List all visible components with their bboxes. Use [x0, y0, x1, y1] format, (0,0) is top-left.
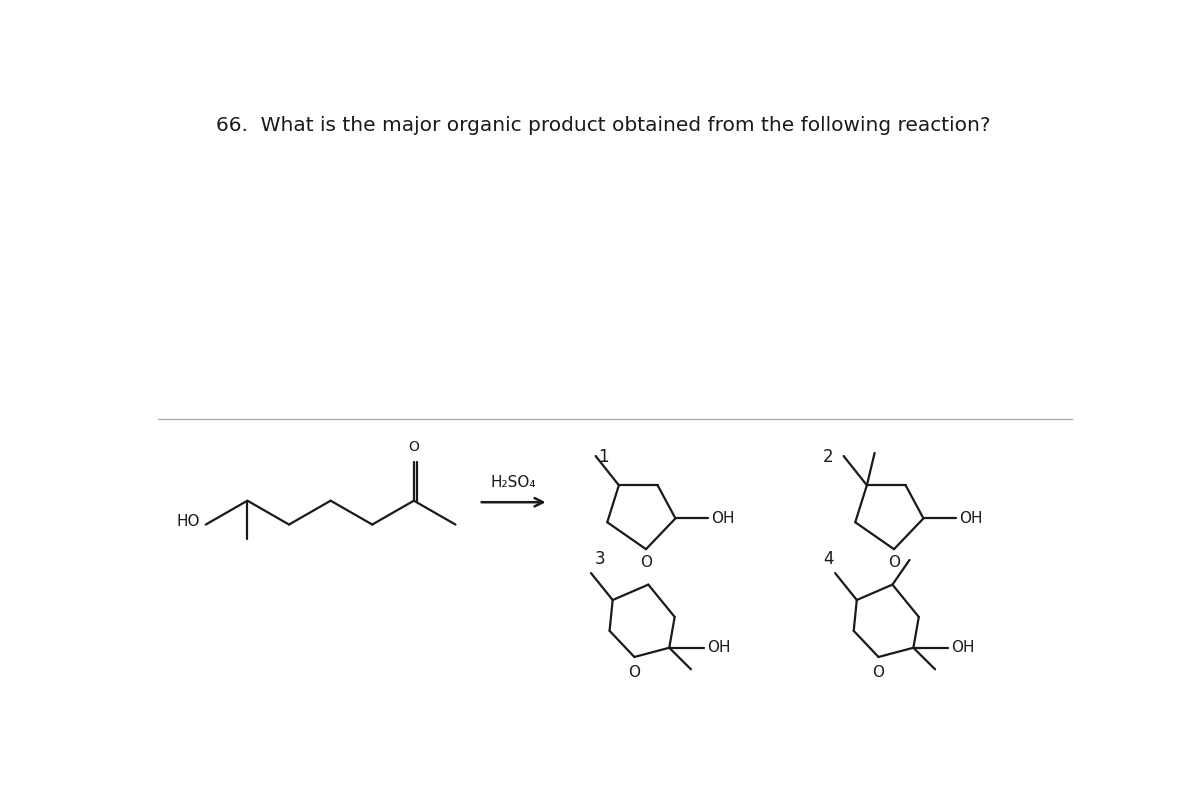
Text: O: O [888, 556, 900, 570]
Text: 3: 3 [594, 550, 605, 568]
Text: 1: 1 [598, 448, 608, 466]
Text: 2: 2 [823, 448, 834, 466]
Text: H₂SO₄: H₂SO₄ [491, 475, 536, 490]
Text: O: O [629, 665, 641, 680]
Text: 66.  What is the major organic product obtained from the following reaction?: 66. What is the major organic product ob… [216, 117, 991, 135]
Text: O: O [640, 556, 652, 570]
Text: O: O [872, 665, 884, 680]
Text: O: O [408, 441, 419, 454]
Text: OH: OH [959, 511, 983, 526]
Text: 4: 4 [823, 550, 833, 568]
Text: HO: HO [176, 514, 199, 529]
Text: OH: OH [952, 640, 974, 655]
Text: OH: OH [712, 511, 734, 526]
Text: OH: OH [707, 640, 731, 655]
